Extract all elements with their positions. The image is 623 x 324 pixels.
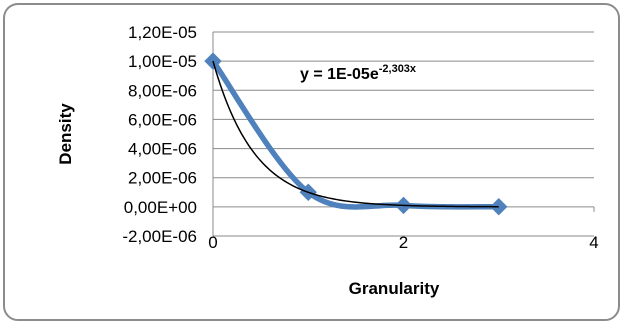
x-tick-label-2: 4 — [589, 233, 598, 252]
y-axis-title: Density — [56, 103, 75, 165]
y-tick-label-7: -2,00E-06 — [122, 227, 197, 246]
x-axis-title: Granularity — [349, 279, 440, 298]
y-tick-label-3: 6,00E-06 — [128, 110, 197, 129]
y-tick-label-0: 1,20E-05 — [128, 23, 197, 42]
equation-exponent: -2,303x — [379, 63, 417, 75]
trendline — [212, 60, 499, 208]
y-tick-label-1: 1,00E-05 — [128, 52, 197, 71]
trendline-layer — [212, 60, 499, 208]
trendline-equation: y = 1E-05e-2,303x — [300, 63, 417, 83]
gridlines — [213, 31, 594, 237]
y-tick-labels: 1,20E-05 1,00E-05 8,00E-06 6,00E-06 4,00E-06… — [122, 23, 197, 246]
y-tick-label-2: 8,00E-06 — [128, 81, 197, 100]
equation-base: y = 1E-05e — [300, 66, 379, 83]
x-tick-labels: 0 2 4 — [208, 233, 598, 252]
y-tick-label-5: 2,00E-06 — [128, 169, 197, 188]
y-tick-label-6: 0,00E+00 — [124, 198, 197, 217]
y-tick-label-4: 4,00E-06 — [128, 140, 197, 159]
chart-frame — [3, 3, 620, 321]
x-tick-label-0: 0 — [208, 233, 217, 252]
data-point-0-3 — [490, 198, 508, 216]
x-tick-label-1: 2 — [399, 233, 408, 252]
